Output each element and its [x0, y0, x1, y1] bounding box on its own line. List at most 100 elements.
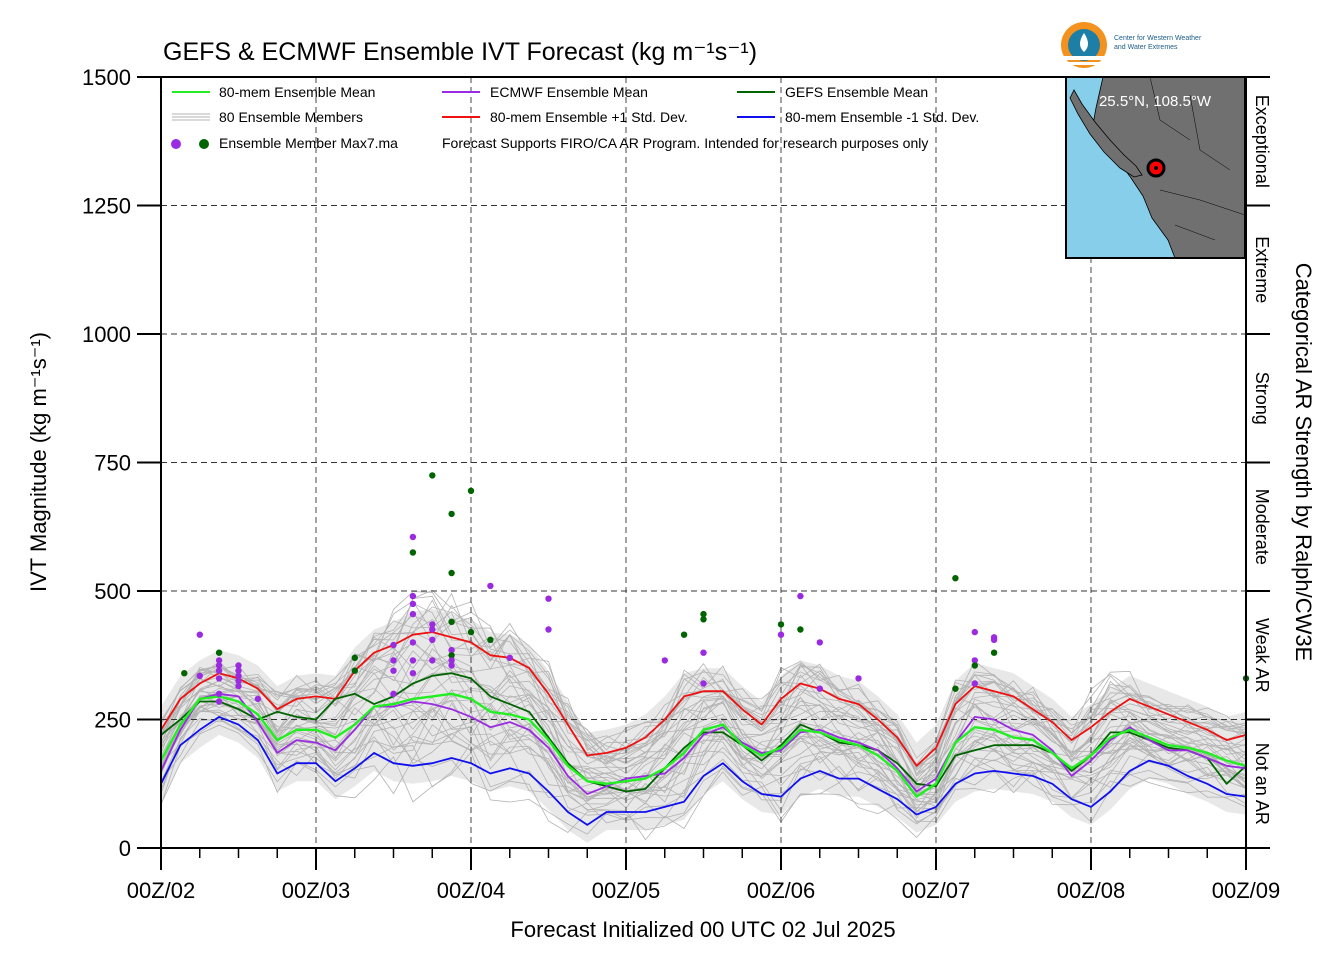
water-drop-icon	[1080, 33, 1088, 52]
y-tick-label: 1500	[82, 65, 131, 90]
max-point-ecmwf	[797, 592, 804, 600]
max-point-ecmwf	[409, 592, 417, 600]
max-point-gefs	[448, 569, 455, 577]
x-tick-label: 00Z/07	[902, 878, 971, 903]
ensemble-member-line	[161, 618, 1246, 767]
max-point-gefs	[797, 626, 804, 633]
max-point-gefs	[487, 636, 494, 643]
max-point-ecmwf	[215, 698, 223, 705]
max-point-ecmwf	[196, 631, 203, 638]
ensemble-member-line	[161, 710, 1246, 814]
legend-gefs-mean: GEFS Ensemble Mean	[785, 84, 928, 100]
max-point-ecmwf	[545, 626, 552, 633]
max-point-gefs	[215, 649, 223, 656]
ensemble-member-line	[161, 648, 1246, 793]
max-point-ecmwf	[409, 533, 417, 541]
legend-ecmwf-mean: ECMWF Ensemble Mean	[490, 84, 648, 100]
max-point-ecmwf	[429, 626, 436, 633]
max-point-gefs	[467, 487, 475, 494]
ensemble-member-line	[161, 589, 1246, 776]
max-point-ecmwf	[971, 680, 978, 687]
ensemble-member-line	[161, 705, 1246, 806]
max-point-ecmwf	[816, 639, 823, 646]
max-point-ecmwf	[390, 657, 397, 664]
max-point-ecmwf	[390, 690, 397, 697]
y-tick-label: 0	[119, 836, 131, 861]
legend-swatch-gefs-max	[199, 139, 209, 149]
max-point-ecmwf	[390, 641, 397, 649]
map-state-borders	[1149, 76, 1246, 241]
max-point-ecmwf	[448, 657, 455, 664]
legend-members: 80 Ensemble Members	[219, 109, 363, 125]
cw3e-logo: Center for Western Weather and Water Ext…	[1061, 22, 1202, 68]
max-point-ecmwf	[545, 595, 552, 602]
grid	[161, 77, 1246, 848]
ensemble-member-line	[161, 591, 1246, 770]
max-point-ecmwf	[409, 600, 417, 608]
max-point-ecmwf	[409, 610, 417, 618]
max-point-ecmwf	[215, 657, 223, 664]
y-tick-label: 1000	[82, 322, 131, 347]
max-point-ecmwf	[487, 582, 494, 590]
max-point-ecmwf	[971, 657, 978, 664]
max-point-ecmwf	[855, 675, 862, 682]
ensemble-member-line	[161, 617, 1246, 777]
legend-plus-sd: 80-mem Ensemble +1 Std. Dev.	[490, 109, 688, 125]
category-label: Exceptional	[1252, 95, 1272, 188]
max-point-gefs	[181, 670, 188, 677]
max-point-gefs	[351, 654, 358, 661]
inset-frame	[1065, 76, 1246, 259]
series-line-plus-sd	[161, 631, 1246, 767]
x-tick-label: 00Z/06	[747, 878, 816, 903]
max-point-gefs	[680, 631, 688, 638]
location-marker-center	[1154, 166, 1158, 170]
y-tick-label: 250	[94, 708, 131, 733]
category-label: Not an AR	[1252, 743, 1272, 825]
max-point-gefs	[448, 510, 455, 518]
max-point-gefs	[351, 667, 358, 674]
max-point-ecmwf	[215, 675, 223, 682]
ensemble-members	[161, 589, 1246, 843]
max-point-ecmwf	[429, 636, 436, 643]
logo-wave-band	[1061, 56, 1107, 60]
max-point-ecmwf	[215, 662, 223, 669]
max-point-ecmwf	[971, 628, 978, 636]
logo-text-line-1: Center for Western Weather	[1114, 35, 1202, 42]
legend: 80-mem Ensemble Mean 80 Ensemble Members…	[171, 84, 979, 151]
ensemble-member-line	[161, 641, 1246, 788]
ensemble-member-line	[161, 694, 1246, 794]
x-tick-label: 00Z/03	[282, 878, 351, 903]
x-tick-label: 00Z/05	[592, 878, 661, 903]
max-point-ecmwf	[448, 662, 455, 669]
y-tick-label: 500	[94, 579, 131, 604]
max-point-ecmwf	[409, 657, 417, 664]
legend-ens-mean: 80-mem Ensemble Mean	[219, 84, 375, 100]
max-point-ecmwf	[409, 670, 417, 677]
logo-text-line-2: and Water Extremes	[1114, 44, 1178, 51]
max-point-gefs	[409, 549, 417, 556]
max-points	[181, 472, 1250, 705]
ensemble-member-line	[161, 639, 1246, 781]
legend-max-points: Ensemble Member Max7.ma	[219, 135, 398, 151]
series-line-ens-mean	[161, 692, 1246, 798]
max-point-gefs	[971, 662, 978, 669]
x-tick-label: 00Z/08	[1057, 878, 1126, 903]
x-tick-label: 00Z/09	[1212, 878, 1281, 903]
ensemble-member-line	[161, 650, 1246, 790]
max-point-ecmwf	[990, 636, 998, 643]
x-tick-label: 00Z/04	[437, 878, 506, 903]
category-label: Extreme	[1252, 236, 1272, 303]
series-line-gefs-mean	[161, 672, 1246, 793]
max-point-ecmwf	[429, 621, 436, 628]
chart-title: GEFS & ECMWF Ensemble IVT Forecast (kg m…	[163, 38, 757, 66]
max-point-ecmwf	[661, 657, 668, 664]
max-point-ecmwf	[235, 682, 242, 690]
max-point-gefs	[700, 616, 707, 623]
max-point-ecmwf	[506, 654, 513, 661]
max-point-ecmwf	[215, 690, 223, 697]
category-label: Moderate	[1252, 489, 1272, 565]
right-axis-label: Categorical AR Strength by Ralph/CW3E	[1291, 263, 1316, 662]
max-point-ecmwf	[448, 646, 455, 654]
